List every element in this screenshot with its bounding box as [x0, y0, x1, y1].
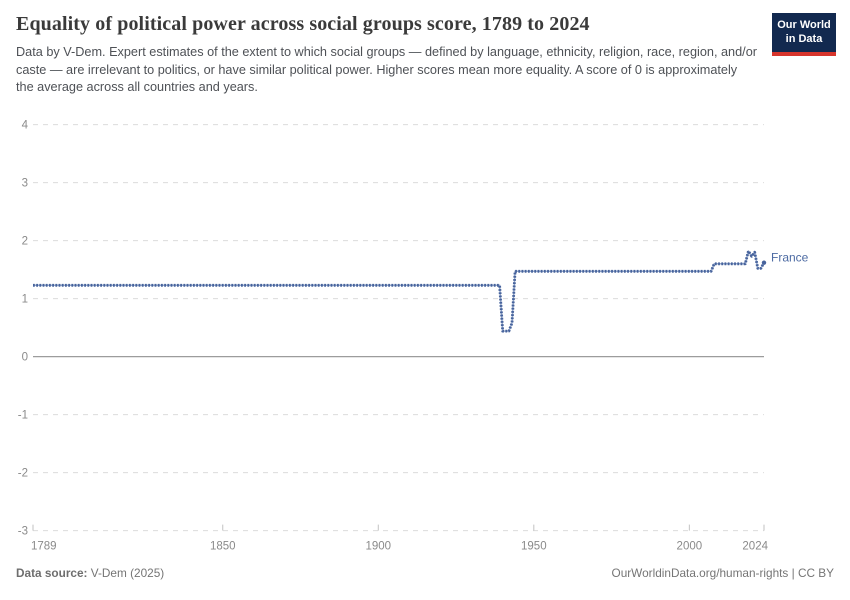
y-axis-label--1: -1 [18, 410, 28, 422]
x-axis-label-1850: 1850 [210, 541, 236, 553]
chart-footer: Data source: V-Dem (2025) OurWorldinData… [16, 566, 834, 580]
data-source-note: Data source: V-Dem (2025) [16, 566, 164, 580]
x-axis-label-1950: 1950 [521, 541, 547, 553]
owid-logo: Our World in Data [772, 13, 836, 56]
y-axis-label-2: 2 [22, 236, 28, 248]
x-axis-label-1789: 1789 [31, 541, 57, 553]
owid-logo-line2: in Data [785, 32, 823, 45]
license-note: OurWorldinData.org/human-rights | CC BY [611, 566, 834, 580]
y-axis-label--3: -3 [18, 526, 28, 538]
data-source-label: Data source: [16, 566, 88, 580]
x-axis-label-1900: 1900 [365, 541, 391, 553]
series-label-france[interactable]: France [771, 251, 809, 265]
y-axis-label-1: 1 [22, 294, 28, 306]
y-axis-label-0: 0 [22, 352, 28, 364]
page-title: Equality of political power across socia… [16, 13, 590, 35]
x-axis-label-2024: 2024 [742, 541, 768, 553]
chart-header: Equality of political power across socia… [16, 12, 836, 97]
series-line-france[interactable] [33, 249, 766, 333]
series-endpoint-france [761, 260, 767, 265]
y-axis-label-3: 3 [22, 178, 28, 190]
data-source-value: V-Dem (2025) [87, 566, 165, 580]
y-axis-label-4: 4 [22, 120, 29, 132]
x-axis-label-2000: 2000 [677, 541, 703, 553]
y-axis-label--2: -2 [18, 468, 28, 480]
owid-logo-line1: Our World [777, 18, 831, 31]
series-line-underlay-france [33, 250, 765, 332]
chart-subtitle: Data by V-Dem. Expert estimates of the e… [16, 45, 757, 95]
